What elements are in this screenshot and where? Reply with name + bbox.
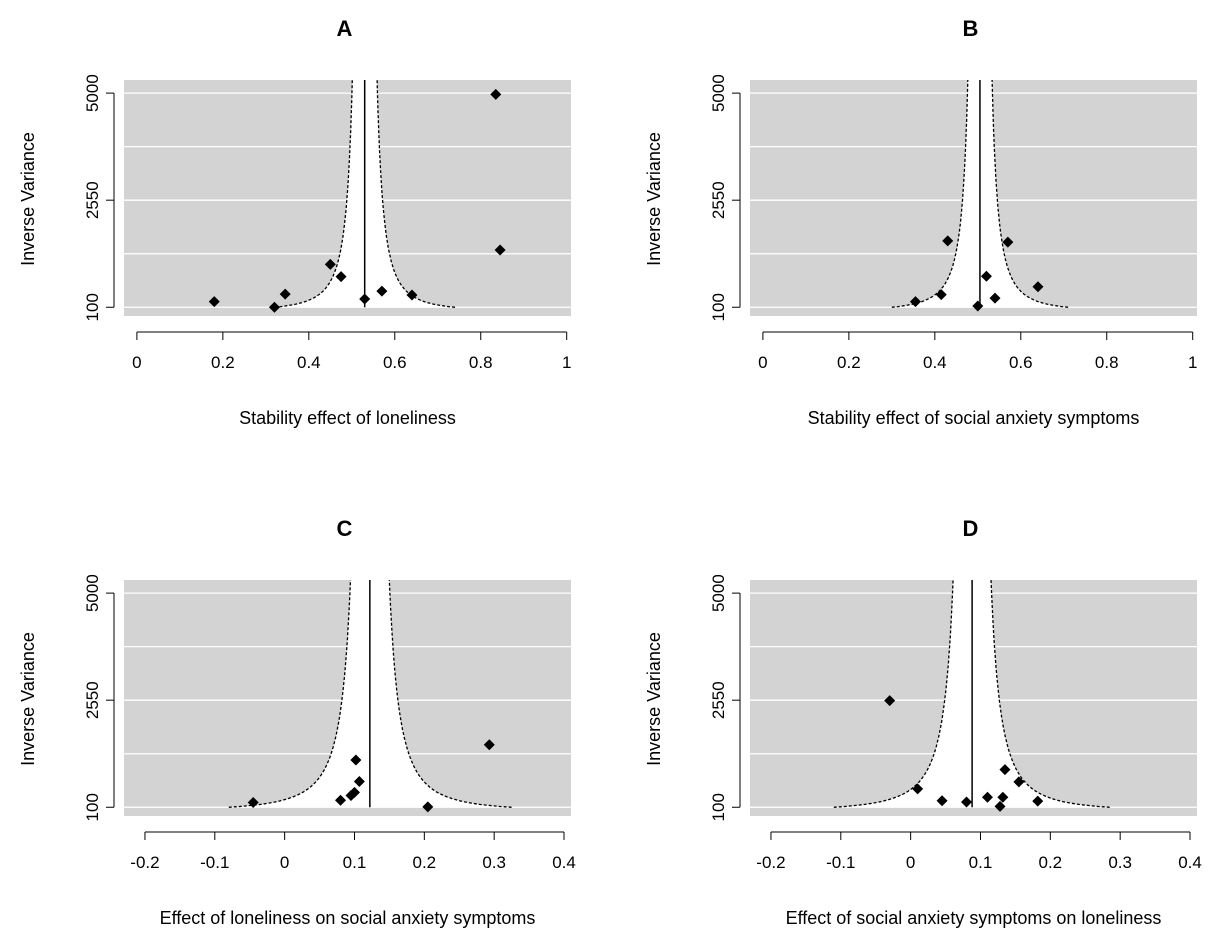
x-tick-label: 0.3 bbox=[1108, 853, 1132, 872]
data-point bbox=[935, 289, 947, 301]
data-point bbox=[981, 791, 993, 803]
data-point bbox=[980, 270, 992, 282]
data-point bbox=[989, 292, 1001, 304]
data-point bbox=[359, 293, 371, 305]
y-tick-label: 5000 bbox=[709, 574, 728, 612]
panel-d: -0.2 -0.1 0 0.1 0.2 0.3 0.4 100 2550 5000 D Effect … bbox=[644, 516, 1202, 928]
data-point bbox=[353, 775, 365, 787]
x-axis-label: Stability effect of social anxiety sympt… bbox=[808, 408, 1140, 428]
panel-c: -0.2 -0.1 0 0.1 0.2 0.3 0.4 100 2550 5000 C Effect … bbox=[18, 516, 576, 928]
x-tick-label: 0.3 bbox=[482, 853, 506, 872]
data-point bbox=[1032, 281, 1044, 293]
x-tick-label: 0.1 bbox=[969, 853, 993, 872]
data-point bbox=[999, 764, 1011, 776]
y-axis-label: Inverse Variance bbox=[644, 632, 664, 766]
funnel-boundary-left bbox=[274, 79, 353, 308]
x-tick-label: 0.6 bbox=[1009, 353, 1033, 372]
data-point bbox=[961, 796, 973, 808]
data-point bbox=[279, 288, 291, 300]
data-point bbox=[490, 88, 502, 100]
y-axis-label: Inverse Variance bbox=[18, 632, 38, 766]
x-tick-label: 0.4 bbox=[297, 353, 321, 372]
x-axis-label: Stability effect of loneliness bbox=[239, 408, 456, 428]
panel-title: C bbox=[337, 516, 353, 541]
data-point bbox=[972, 300, 984, 312]
x-tick-label: 0.2 bbox=[211, 353, 235, 372]
y-tick-label: 2550 bbox=[709, 181, 728, 219]
x-tick-label: 0.1 bbox=[343, 853, 367, 872]
data-point bbox=[1013, 776, 1025, 788]
x-tick-label: 0.2 bbox=[1039, 853, 1063, 872]
x-tick-label: 0.2 bbox=[413, 853, 437, 872]
x-tick-label: 0.4 bbox=[552, 853, 576, 872]
y-tick-label: 5000 bbox=[709, 74, 728, 112]
x-tick-label: 0.4 bbox=[923, 353, 947, 372]
funnel-boundary-right bbox=[990, 579, 1110, 808]
funnel-boundary-left bbox=[228, 579, 352, 808]
y-tick-label: 100 bbox=[83, 793, 102, 821]
data-point bbox=[1032, 795, 1044, 807]
y-axis-label: Inverse Variance bbox=[18, 132, 38, 266]
y-tick-label: 2550 bbox=[709, 681, 728, 719]
data-point bbox=[268, 301, 280, 313]
x-tick-label: 0.4 bbox=[1178, 853, 1202, 872]
x-tick-label: -0.2 bbox=[130, 853, 159, 872]
panel-title: D bbox=[963, 516, 979, 541]
data-point bbox=[483, 739, 495, 751]
data-point bbox=[942, 235, 954, 247]
x-tick-label: -0.1 bbox=[200, 853, 229, 872]
data-point bbox=[494, 244, 506, 256]
x-tick-label: -0.1 bbox=[826, 853, 855, 872]
funnel-boundary-left bbox=[833, 579, 954, 808]
x-tick-label: 0.6 bbox=[383, 353, 407, 372]
panel-b: 0 0.2 0.4 0.6 0.8 1 100 2550 5000 B Stability effe… bbox=[644, 16, 1197, 428]
x-tick-label: 0.8 bbox=[1095, 353, 1119, 372]
panel-a: 0 0.2 0.4 0.6 0.8 1 100 2550 5000 A Stability effe… bbox=[18, 16, 571, 428]
y-tick-label: 100 bbox=[709, 293, 728, 321]
y-axis-label: Inverse Variance bbox=[644, 132, 664, 266]
data-point bbox=[406, 289, 418, 301]
data-point bbox=[335, 794, 347, 806]
x-tick-label: -0.2 bbox=[756, 853, 785, 872]
data-point bbox=[348, 786, 360, 798]
x-tick-label: 0.2 bbox=[837, 353, 861, 372]
x-tick-label: 0 bbox=[758, 353, 767, 372]
panel-title: A bbox=[337, 16, 353, 41]
y-tick-label: 2550 bbox=[83, 181, 102, 219]
funnel-boundary-right bbox=[376, 79, 456, 308]
y-tick-label: 100 bbox=[709, 793, 728, 821]
data-point bbox=[208, 296, 220, 308]
x-axis-label: Effect of social anxiety symptoms on lon… bbox=[786, 908, 1162, 928]
y-tick-label: 5000 bbox=[83, 574, 102, 612]
data-point bbox=[324, 258, 336, 270]
x-tick-label: 0 bbox=[280, 853, 289, 872]
x-tick-label: 0.8 bbox=[469, 353, 493, 372]
x-tick-label: 0 bbox=[132, 353, 141, 372]
y-tick-label: 2550 bbox=[83, 681, 102, 719]
data-point bbox=[936, 795, 948, 807]
funnel-boundary-right bbox=[388, 579, 512, 808]
data-point bbox=[997, 791, 1009, 803]
data-point bbox=[912, 783, 924, 795]
funnel-boundary-right bbox=[991, 79, 1069, 308]
y-tick-label: 5000 bbox=[83, 74, 102, 112]
data-point bbox=[335, 271, 347, 283]
data-point bbox=[884, 695, 896, 707]
data-point bbox=[1002, 236, 1014, 248]
panel-title: B bbox=[963, 16, 979, 41]
y-tick-label: 100 bbox=[83, 293, 102, 321]
x-tick-label: 1 bbox=[1188, 353, 1197, 372]
data-point bbox=[350, 754, 362, 766]
data-point bbox=[247, 796, 259, 808]
data-point bbox=[422, 801, 434, 813]
x-tick-label: 1 bbox=[562, 353, 571, 372]
x-tick-label: 0 bbox=[906, 853, 915, 872]
data-point bbox=[994, 800, 1006, 812]
x-axis-label: Effect of loneliness on social anxiety s… bbox=[160, 908, 536, 928]
data-point bbox=[909, 296, 921, 308]
data-point bbox=[376, 285, 388, 297]
